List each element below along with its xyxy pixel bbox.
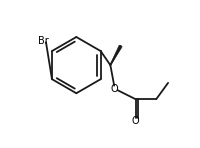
Polygon shape xyxy=(110,45,122,65)
Text: Br: Br xyxy=(38,36,49,46)
Text: O: O xyxy=(111,84,119,94)
Text: O: O xyxy=(132,116,139,126)
